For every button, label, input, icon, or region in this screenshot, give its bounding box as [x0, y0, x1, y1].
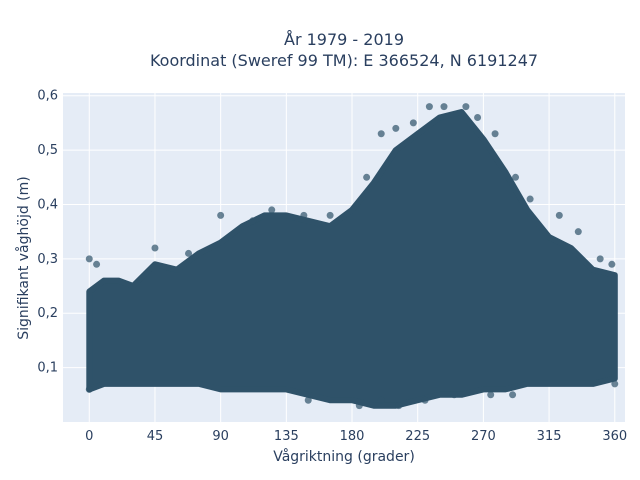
data-point	[93, 260, 101, 268]
data-point	[425, 103, 433, 111]
data-cloud	[86, 109, 618, 409]
y-tick-label: 0,5	[37, 143, 58, 158]
x-tick-label: 315	[537, 429, 562, 444]
data-point	[526, 195, 534, 203]
y-tick-label: 0,2	[37, 306, 58, 321]
data-point	[85, 255, 93, 263]
data-point	[596, 255, 604, 263]
data-point	[326, 211, 334, 219]
data-point	[377, 130, 385, 138]
data-point	[185, 249, 193, 257]
data-point	[555, 211, 563, 219]
y-axis-label: Signifikant våghöjd (m)	[15, 176, 32, 339]
data-point	[395, 402, 403, 410]
data-point	[249, 217, 257, 225]
chart-subtitle: Koordinat (Sweref 99 TM): E 366524, N 61…	[150, 51, 538, 70]
data-cloud-area	[86, 109, 618, 409]
data-point	[474, 113, 482, 121]
x-tick-label: 225	[405, 429, 430, 444]
data-point	[392, 124, 400, 132]
data-point	[268, 206, 276, 214]
data-point	[217, 211, 225, 219]
y-tick-label: 0,1	[37, 361, 58, 376]
x-tick-label: 0	[85, 429, 93, 444]
chart-title: År 1979 - 2019	[284, 30, 404, 49]
x-tick-label: 90	[212, 429, 229, 444]
x-tick-label: 135	[274, 429, 299, 444]
data-point	[574, 228, 582, 236]
data-point	[487, 391, 495, 399]
data-point	[85, 385, 93, 393]
x-tick-label: 270	[471, 429, 496, 444]
x-tick-label: 180	[340, 429, 365, 444]
data-point	[377, 396, 385, 404]
y-tick-label: 0,4	[37, 197, 58, 212]
data-point	[355, 402, 363, 410]
x-axis-label: Vågriktning (grader)	[273, 448, 415, 465]
data-point	[363, 173, 371, 181]
data-point	[409, 119, 417, 127]
tick-labels: 0 45 90 135 180 225 270 315 360 0,1 0,2 0,3 0,4 0,5 0,…	[37, 89, 627, 444]
data-point	[440, 103, 448, 111]
data-point	[300, 211, 308, 219]
data-point	[491, 130, 499, 138]
y-tick-label: 0,3	[37, 252, 58, 267]
data-point	[608, 260, 616, 268]
y-tick-label: 0,6	[37, 89, 58, 104]
data-point	[304, 396, 312, 404]
data-point	[512, 173, 520, 181]
data-point	[151, 244, 159, 252]
data-point	[462, 103, 470, 111]
data-point	[421, 396, 429, 404]
data-point	[509, 391, 517, 399]
data-point	[611, 380, 619, 388]
data-point	[450, 391, 458, 399]
x-tick-label: 360	[602, 429, 627, 444]
data-points	[85, 103, 619, 410]
x-tick-label: 45	[147, 429, 164, 444]
